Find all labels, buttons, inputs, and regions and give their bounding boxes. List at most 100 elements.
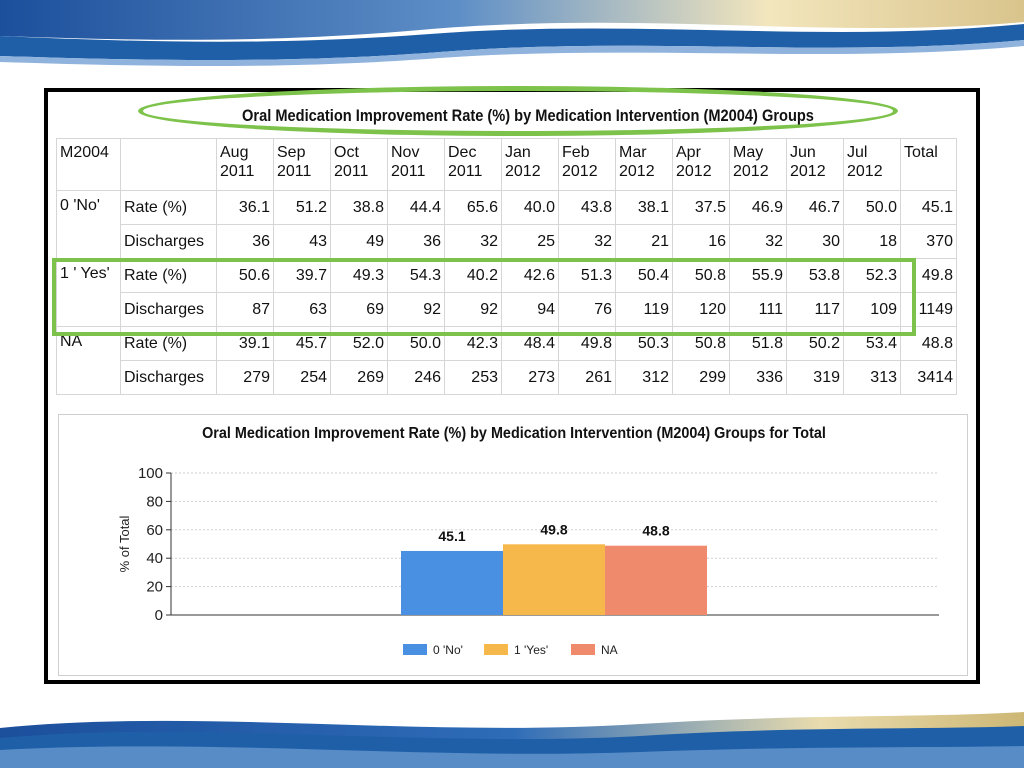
- table-cell: 50.8: [672, 258, 730, 293]
- title-highlight-oval: [138, 86, 898, 136]
- table-cell: 269: [330, 360, 388, 395]
- legend-swatch: [484, 644, 508, 655]
- table-cell: 92: [387, 292, 445, 327]
- month-label: Jan: [505, 144, 531, 161]
- metric-label: Discharges: [120, 360, 217, 395]
- table-cell: 36: [387, 224, 445, 259]
- group-label: 0 'No': [56, 190, 121, 225]
- month-header: Jul 2012: [843, 138, 901, 191]
- group-label: [56, 224, 121, 259]
- table-cell: 50.0: [387, 326, 445, 361]
- bar-chart: 0 20 40 60 80 100 % of Total 45.1 49.8 48.8 0 'No'…: [117, 465, 939, 657]
- bar-data-label: 45.1: [438, 528, 465, 544]
- table-cell: 36: [216, 224, 274, 259]
- legend-label: NA: [601, 643, 618, 657]
- table-cell: 32: [558, 224, 616, 259]
- month-header: Sep 2011: [273, 138, 331, 191]
- month-label: Jun: [790, 144, 816, 161]
- table-header-row: M2004 Aug 2011 Sep 2011 Oct 2011 Nov 2011 De…: [56, 138, 957, 191]
- table-cell: 36.1: [216, 190, 274, 225]
- month-label: Mar: [619, 144, 647, 161]
- chart-title: Oral Medication Improvement Rate (%) by …: [202, 425, 826, 442]
- month-header: Mar 2012: [615, 138, 673, 191]
- year-label: 2012: [505, 163, 541, 180]
- table-cell: 254: [273, 360, 331, 395]
- chart-panel: Oral Medication Improvement Rate (%) by …: [58, 414, 968, 676]
- table-cell: 32: [729, 224, 787, 259]
- month-header: Apr 2012: [672, 138, 730, 191]
- legend-label: 1 'Yes': [514, 643, 548, 657]
- legend-swatch: [403, 644, 427, 655]
- month-header: Dec 2011: [444, 138, 502, 191]
- table-cell: 21: [615, 224, 673, 259]
- table-cell: 111: [729, 292, 787, 327]
- y-tick-label: 80: [146, 493, 163, 510]
- bottom-wave-banner: [0, 712, 1024, 768]
- group-label: NA: [56, 326, 121, 361]
- table-cell: 253: [444, 360, 502, 395]
- table-cell: 32: [444, 224, 502, 259]
- table-row: Discharges 279 254 269 246 253 273 261 312 299 336…: [56, 360, 957, 395]
- table-cell: 120: [672, 292, 730, 327]
- year-label: 2011: [334, 163, 369, 180]
- table-cell: 299: [672, 360, 730, 395]
- report-frame: Oral Medication Improvement Rate (%) by …: [44, 86, 980, 684]
- month-header: Jan 2012: [501, 138, 559, 191]
- month-label: Feb: [562, 144, 590, 161]
- table-cell: 53.4: [843, 326, 901, 361]
- total-cell: 370: [900, 224, 957, 259]
- table-cell: 42.6: [501, 258, 559, 293]
- total-header: Total: [900, 138, 957, 191]
- table-cell: 45.7: [273, 326, 331, 361]
- table-cell: 18: [843, 224, 901, 259]
- legend-swatch: [571, 644, 595, 655]
- table-row: 0 'No' Rate (%) 36.1 51.2 38.8 44.4 65.6 40.0 43…: [56, 190, 957, 225]
- month-header: Aug 2011: [216, 138, 274, 191]
- table-cell: 92: [444, 292, 502, 327]
- top-wave-banner: [0, 0, 1024, 66]
- month-header: May 2012: [729, 138, 787, 191]
- month-label: Apr: [676, 144, 701, 161]
- year-label: 2011: [220, 163, 255, 180]
- year-label: 2012: [790, 163, 826, 180]
- table-cell: 39.7: [273, 258, 331, 293]
- year-label: 2012: [562, 163, 598, 180]
- table-cell: 63: [273, 292, 331, 327]
- table-cell: 319: [786, 360, 844, 395]
- table-cell: 44.4: [387, 190, 445, 225]
- year-label: 2012: [733, 163, 769, 180]
- table-cell: 50.4: [615, 258, 673, 293]
- table-cell: 109: [843, 292, 901, 327]
- month-label: Sep: [277, 144, 306, 161]
- table-row: 1 ' Yes' Rate (%) 50.6 39.7 49.3 54.3 40.2 42.6…: [56, 258, 957, 293]
- year-label: 2011: [448, 163, 483, 180]
- table-cell: 16: [672, 224, 730, 259]
- table-cell: 50.0: [843, 190, 901, 225]
- month-header: Jun 2012: [786, 138, 844, 191]
- table-cell: 273: [501, 360, 559, 395]
- table-cell: 49: [330, 224, 388, 259]
- table-cell: 46.7: [786, 190, 844, 225]
- y-tick-label: 0: [155, 607, 163, 624]
- table-cell: 46.9: [729, 190, 787, 225]
- table-row: Discharges 36 43 49 36 32 25 32 21 16 32 30 18 370: [56, 224, 957, 259]
- table-cell: 51.2: [273, 190, 331, 225]
- table-cell: 30: [786, 224, 844, 259]
- table-cell: 25: [501, 224, 559, 259]
- table-cell: 50.3: [615, 326, 673, 361]
- month-label: May: [733, 144, 764, 161]
- table-cell: 50.2: [786, 326, 844, 361]
- year-label: 2011: [277, 163, 312, 180]
- table-cell: 55.9: [729, 258, 787, 293]
- month-header: Oct 2011: [330, 138, 388, 191]
- table-cell: 65.6: [444, 190, 502, 225]
- table-cell: 40.2: [444, 258, 502, 293]
- table-cell: 119: [615, 292, 673, 327]
- table-cell: 53.8: [786, 258, 844, 293]
- table-title: Oral Medication Improvement Rate (%) by …: [242, 106, 814, 125]
- month-header: Nov 2011: [387, 138, 445, 191]
- table-cell: 312: [615, 360, 673, 395]
- table-cell: 42.3: [444, 326, 502, 361]
- month-label: Jul: [847, 144, 868, 161]
- metric-label: Rate (%): [120, 190, 217, 225]
